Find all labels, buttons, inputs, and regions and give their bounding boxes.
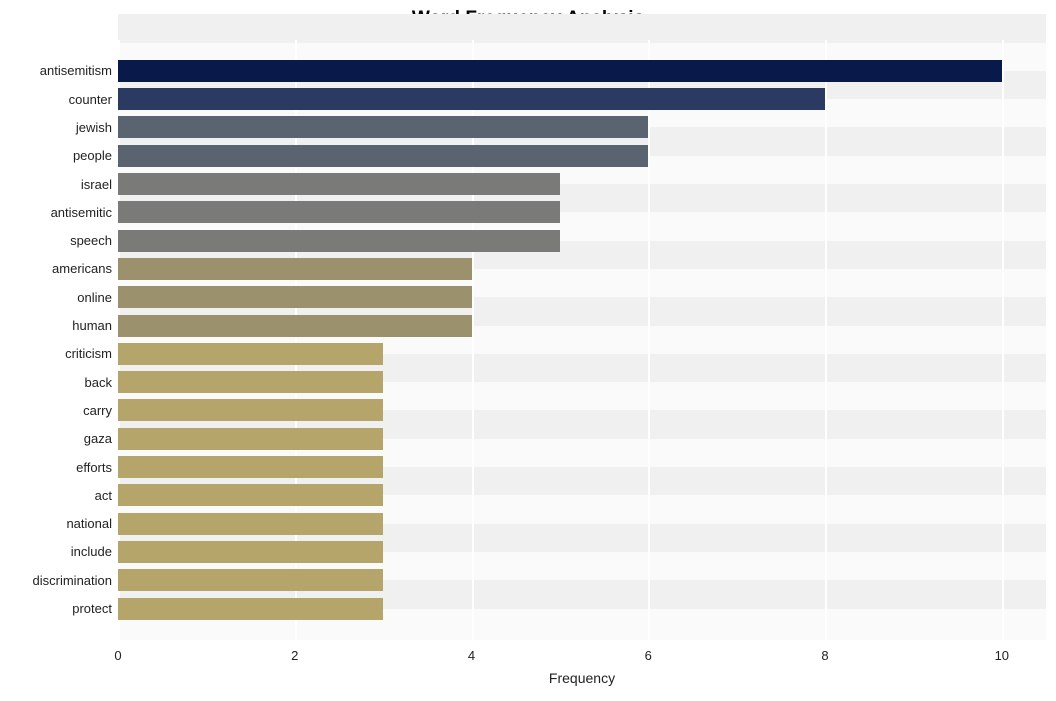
grid-line (648, 40, 650, 640)
y-tick-label: back (4, 375, 112, 390)
y-tick-label: speech (4, 233, 112, 248)
y-tick-label: national (4, 516, 112, 531)
bar (118, 371, 383, 393)
y-tick-label: human (4, 318, 112, 333)
y-tick-label: gaza (4, 431, 112, 446)
bg-band (118, 14, 1046, 42)
y-tick-label: counter (4, 92, 112, 107)
x-tick-label: 4 (468, 648, 475, 663)
bar (118, 541, 383, 563)
x-tick-label: 0 (114, 648, 121, 663)
x-axis-label: Frequency (118, 670, 1046, 686)
bar (118, 428, 383, 450)
bar (118, 343, 383, 365)
bar (118, 173, 560, 195)
y-tick-label: carry (4, 403, 112, 418)
y-tick-label: discrimination (4, 573, 112, 588)
bar (118, 399, 383, 421)
x-tick-label: 10 (995, 648, 1009, 663)
bar (118, 201, 560, 223)
y-tick-label: act (4, 488, 112, 503)
bar (118, 513, 383, 535)
x-tick-label: 2 (291, 648, 298, 663)
bar (118, 286, 472, 308)
y-tick-label: antisemitism (4, 63, 112, 78)
bar (118, 60, 1002, 82)
grid-line (1002, 40, 1004, 640)
y-tick-label: people (4, 148, 112, 163)
y-tick-label: jewish (4, 120, 112, 135)
bar (118, 145, 648, 167)
y-tick-label: online (4, 290, 112, 305)
bar (118, 258, 472, 280)
grid-line (825, 40, 827, 640)
y-tick-label: include (4, 544, 112, 559)
bar (118, 598, 383, 620)
bar (118, 484, 383, 506)
plot-area: Frequency 0246810antisemitismcounterjewi… (118, 40, 1046, 640)
bar (118, 116, 648, 138)
bar (118, 88, 825, 110)
bar (118, 456, 383, 478)
x-tick-label: 8 (821, 648, 828, 663)
y-tick-label: americans (4, 261, 112, 276)
bar (118, 569, 383, 591)
y-tick-label: israel (4, 177, 112, 192)
bar (118, 230, 560, 252)
y-tick-label: antisemitic (4, 205, 112, 220)
bar (118, 315, 472, 337)
y-tick-label: protect (4, 601, 112, 616)
x-tick-label: 6 (645, 648, 652, 663)
y-tick-label: criticism (4, 346, 112, 361)
word-frequency-chart: Word Frequency Analysis Frequency 024681… (0, 0, 1056, 701)
y-tick-label: efforts (4, 460, 112, 475)
